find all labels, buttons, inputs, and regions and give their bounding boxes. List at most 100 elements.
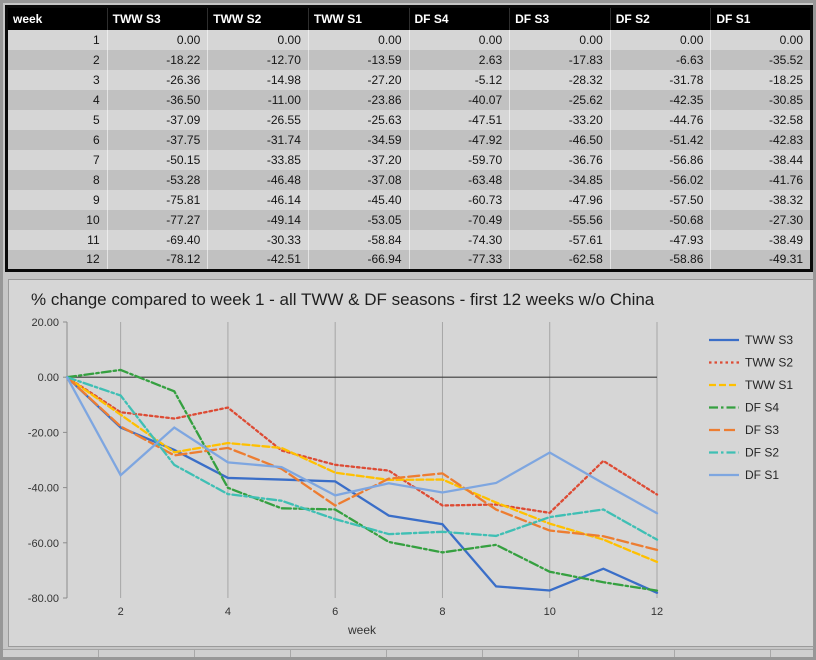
legend-item-tww-s3[interactable]: TWW S3 [709, 333, 793, 347]
value-cell[interactable]: -75.81 [107, 190, 209, 210]
value-cell[interactable]: -27.30 [710, 210, 812, 230]
value-cell[interactable]: -30.33 [207, 230, 309, 250]
value-cell[interactable]: -58.86 [610, 250, 712, 270]
value-cell[interactable]: 0.00 [409, 30, 511, 50]
value-cell[interactable]: -44.76 [610, 110, 712, 130]
value-cell[interactable]: -58.84 [308, 230, 410, 250]
value-cell[interactable]: -37.75 [107, 130, 209, 150]
value-cell[interactable]: 0.00 [308, 30, 410, 50]
value-cell[interactable]: -12.70 [207, 50, 309, 70]
value-cell[interactable]: -27.20 [308, 70, 410, 90]
value-cell[interactable]: 2.63 [409, 50, 511, 70]
week-cell[interactable]: 6 [6, 130, 108, 150]
value-cell[interactable]: -51.42 [610, 130, 712, 150]
column-header[interactable]: TWW S3 [107, 6, 209, 30]
column-header[interactable]: DF S2 [610, 6, 712, 30]
value-cell[interactable]: -55.56 [509, 210, 611, 230]
value-cell[interactable]: 0.00 [710, 30, 812, 50]
legend-item-df-s4[interactable]: DF S4 [709, 400, 779, 414]
value-cell[interactable]: -46.14 [207, 190, 309, 210]
value-cell[interactable]: -34.59 [308, 130, 410, 150]
value-cell[interactable]: -57.50 [610, 190, 712, 210]
value-cell[interactable]: -40.07 [409, 90, 511, 110]
value-cell[interactable]: -37.08 [308, 170, 410, 190]
value-cell[interactable]: -11.00 [207, 90, 309, 110]
column-header[interactable]: DF S4 [409, 6, 511, 30]
value-cell[interactable]: -62.58 [509, 250, 611, 270]
week-cell[interactable]: 3 [6, 70, 108, 90]
value-cell[interactable]: -45.40 [308, 190, 410, 210]
value-cell[interactable]: -18.25 [710, 70, 812, 90]
value-cell[interactable]: -42.83 [710, 130, 812, 150]
value-cell[interactable]: -50.15 [107, 150, 209, 170]
value-cell[interactable]: -5.12 [409, 70, 511, 90]
week-cell[interactable]: 1 [6, 30, 108, 50]
value-cell[interactable]: -42.35 [610, 90, 712, 110]
value-cell[interactable]: -63.48 [409, 170, 511, 190]
value-cell[interactable]: -37.09 [107, 110, 209, 130]
value-cell[interactable]: -47.96 [509, 190, 611, 210]
value-cell[interactable]: -31.74 [207, 130, 309, 150]
value-cell[interactable]: -26.36 [107, 70, 209, 90]
value-cell[interactable]: -74.30 [409, 230, 511, 250]
value-cell[interactable]: -42.51 [207, 250, 309, 270]
value-cell[interactable]: -49.31 [710, 250, 812, 270]
value-cell[interactable]: -30.85 [710, 90, 812, 110]
value-cell[interactable]: -50.68 [610, 210, 712, 230]
legend-item-df-s1[interactable]: DF S1 [709, 468, 779, 482]
value-cell[interactable]: 0.00 [509, 30, 611, 50]
week-cell[interactable]: 9 [6, 190, 108, 210]
week-cell[interactable]: 12 [6, 250, 108, 270]
value-cell[interactable]: 0.00 [610, 30, 712, 50]
value-cell[interactable]: -59.70 [409, 150, 511, 170]
legend-item-df-s2[interactable]: DF S2 [709, 445, 779, 459]
value-cell[interactable]: -6.63 [610, 50, 712, 70]
week-cell[interactable]: 7 [6, 150, 108, 170]
value-cell[interactable]: -13.59 [308, 50, 410, 70]
week-cell[interactable]: 5 [6, 110, 108, 130]
legend-item-tww-s2[interactable]: TWW S2 [709, 355, 793, 369]
week-cell[interactable]: 10 [6, 210, 108, 230]
value-cell[interactable]: -35.52 [710, 50, 812, 70]
column-header[interactable]: TWW S2 [207, 6, 309, 30]
legend-item-df-s3[interactable]: DF S3 [709, 423, 779, 437]
value-cell[interactable]: -77.27 [107, 210, 209, 230]
legend-item-tww-s1[interactable]: TWW S1 [709, 378, 793, 392]
value-cell[interactable]: 0.00 [207, 30, 309, 50]
value-cell[interactable]: -47.93 [610, 230, 712, 250]
value-cell[interactable]: -25.62 [509, 90, 611, 110]
value-cell[interactable]: -23.86 [308, 90, 410, 110]
value-cell[interactable]: -53.05 [308, 210, 410, 230]
value-cell[interactable]: -47.51 [409, 110, 511, 130]
week-cell[interactable]: 2 [6, 50, 108, 70]
value-cell[interactable]: -32.58 [710, 110, 812, 130]
value-cell[interactable]: -60.73 [409, 190, 511, 210]
value-cell[interactable]: -56.02 [610, 170, 712, 190]
value-cell[interactable]: -53.28 [107, 170, 209, 190]
value-cell[interactable]: -69.40 [107, 230, 209, 250]
column-header[interactable]: TWW S1 [308, 6, 410, 30]
value-cell[interactable]: -18.22 [107, 50, 209, 70]
value-cell[interactable]: -46.50 [509, 130, 611, 150]
value-cell[interactable]: -36.76 [509, 150, 611, 170]
week-cell[interactable]: 11 [6, 230, 108, 250]
value-cell[interactable]: -37.20 [308, 150, 410, 170]
column-header[interactable]: DF S3 [509, 6, 611, 30]
value-cell[interactable]: -38.49 [710, 230, 812, 250]
value-cell[interactable]: -49.14 [207, 210, 309, 230]
value-cell[interactable]: -70.49 [409, 210, 511, 230]
value-cell[interactable]: -46.48 [207, 170, 309, 190]
value-cell[interactable]: -34.85 [509, 170, 611, 190]
week-cell[interactable]: 4 [6, 90, 108, 110]
value-cell[interactable]: -77.33 [409, 250, 511, 270]
value-cell[interactable]: -33.85 [207, 150, 309, 170]
value-cell[interactable]: -47.92 [409, 130, 511, 150]
value-cell[interactable]: -14.98 [207, 70, 309, 90]
value-cell[interactable]: -66.94 [308, 250, 410, 270]
value-cell[interactable]: -41.76 [710, 170, 812, 190]
value-cell[interactable]: -38.44 [710, 150, 812, 170]
value-cell[interactable]: -78.12 [107, 250, 209, 270]
value-cell[interactable]: 0.00 [107, 30, 209, 50]
column-header[interactable]: DF S1 [710, 6, 812, 30]
value-cell[interactable]: -25.63 [308, 110, 410, 130]
